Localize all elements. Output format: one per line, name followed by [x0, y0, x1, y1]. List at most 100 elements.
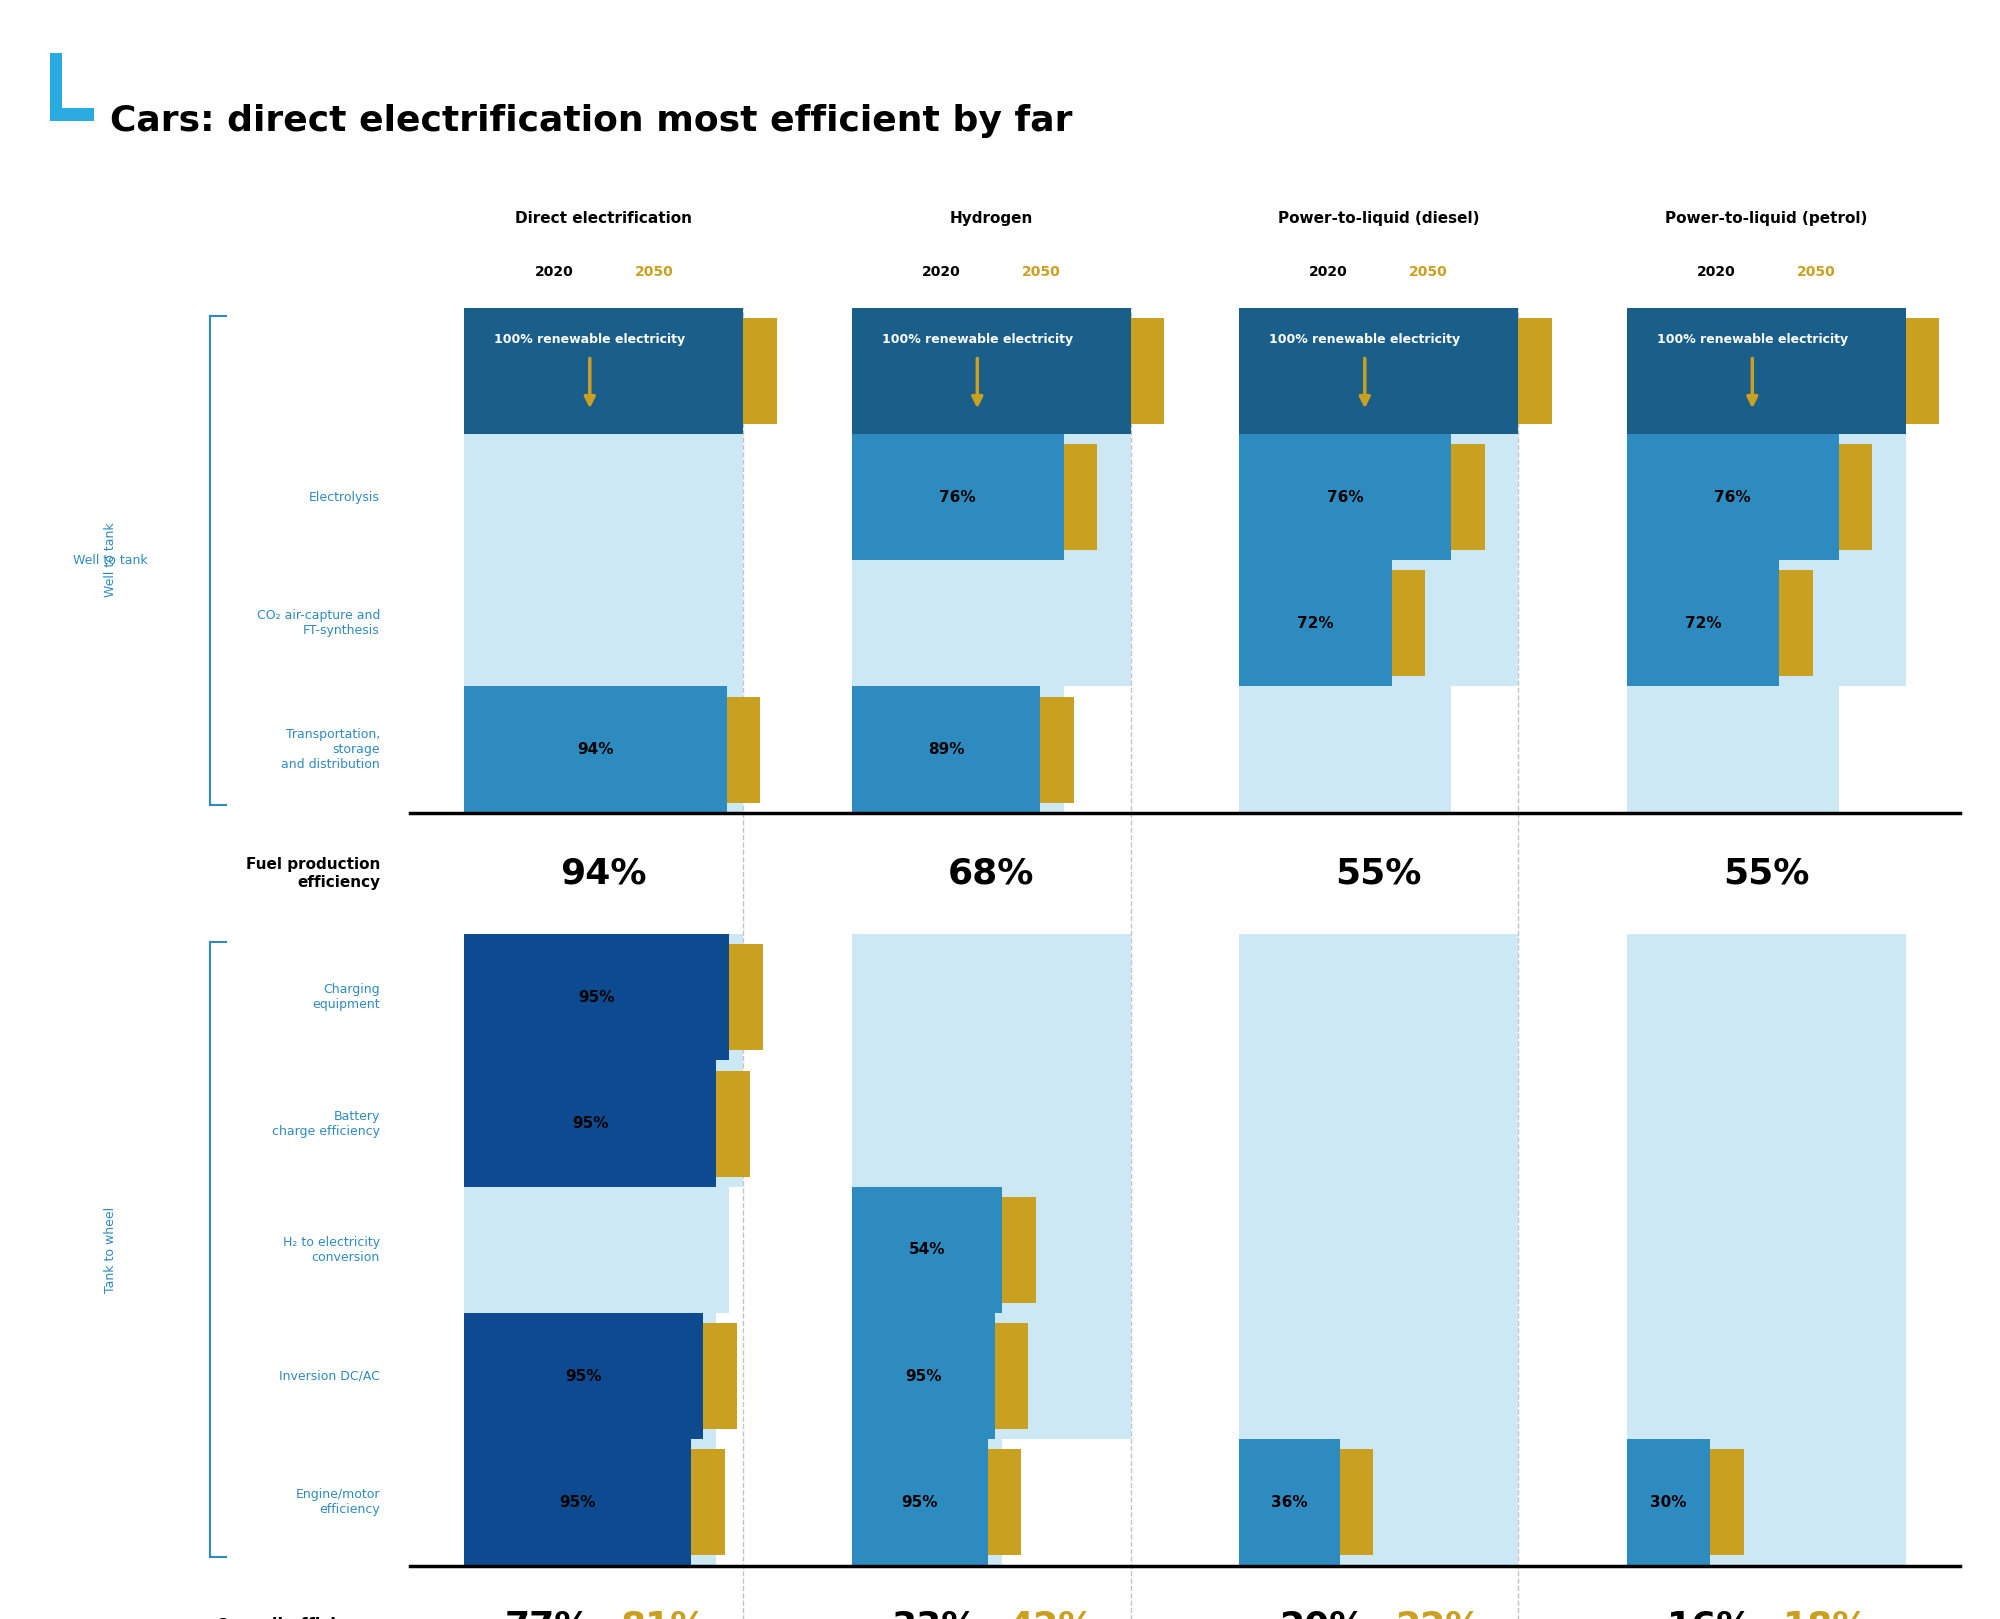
- Text: 30%: 30%: [1650, 1494, 1686, 1511]
- Text: 72%: 72%: [1298, 615, 1334, 631]
- Bar: [1392, 570, 1426, 677]
- Text: 89%: 89%: [928, 742, 964, 758]
- Text: Tank to wheel: Tank to wheel: [104, 1206, 116, 1294]
- Text: Direct electrification: Direct electrification: [516, 210, 692, 227]
- Text: 2050: 2050: [1022, 266, 1060, 278]
- Text: 95%: 95%: [572, 1115, 608, 1132]
- Bar: [1626, 560, 1906, 686]
- Bar: [1710, 1449, 1744, 1556]
- Text: 100% renewable electricity: 100% renewable electricity: [1270, 332, 1460, 346]
- Bar: [1240, 308, 1518, 434]
- Bar: [852, 1313, 1130, 1439]
- Text: 2050: 2050: [1796, 266, 1836, 278]
- Bar: [988, 1449, 1022, 1556]
- Text: 100% renewable electricity: 100% renewable electricity: [1656, 332, 1848, 346]
- Bar: [1240, 1439, 1518, 1566]
- Bar: [704, 1323, 736, 1430]
- Bar: [1002, 1196, 1036, 1303]
- Bar: [1240, 1313, 1518, 1439]
- Bar: [464, 1439, 716, 1566]
- Bar: [1240, 560, 1392, 686]
- Text: 54%: 54%: [908, 1242, 946, 1258]
- Bar: [852, 1187, 1130, 1313]
- Bar: [464, 1060, 744, 1187]
- Bar: [1240, 934, 1518, 1060]
- Bar: [1130, 317, 1164, 424]
- Bar: [1240, 1060, 1518, 1187]
- Bar: [1626, 434, 1838, 560]
- Bar: [1240, 434, 1452, 560]
- Text: Engine/motor
efficiency: Engine/motor efficiency: [296, 1488, 380, 1517]
- Bar: [692, 1449, 724, 1556]
- Bar: [1240, 434, 1518, 560]
- Text: 33%: 33%: [892, 1609, 978, 1619]
- Bar: [1626, 1439, 1906, 1566]
- Text: Overall efficiency: Overall efficiency: [216, 1617, 380, 1619]
- Bar: [1626, 308, 1906, 434]
- Text: 77%: 77%: [504, 1609, 590, 1619]
- Bar: [1626, 686, 1838, 813]
- Bar: [1452, 444, 1484, 550]
- Bar: [852, 1439, 1002, 1566]
- Text: 2020: 2020: [534, 266, 574, 278]
- Text: Inversion DC/AC: Inversion DC/AC: [280, 1370, 380, 1383]
- Text: 100% renewable electricity: 100% renewable electricity: [882, 332, 1072, 346]
- Bar: [464, 434, 744, 560]
- Text: 76%: 76%: [1714, 489, 1752, 505]
- Bar: [464, 934, 744, 1060]
- Text: Well to tank: Well to tank: [72, 554, 148, 567]
- Bar: [852, 1187, 1002, 1313]
- Text: Cars: direct electrification most efficient by far: Cars: direct electrification most effici…: [110, 104, 1072, 139]
- Text: 20%: 20%: [1280, 1609, 1366, 1619]
- Bar: [744, 317, 776, 424]
- Text: 95%: 95%: [566, 1368, 602, 1384]
- Text: 76%: 76%: [940, 489, 976, 505]
- Bar: [852, 686, 1040, 813]
- Bar: [852, 434, 1130, 560]
- Text: Hydrogen: Hydrogen: [950, 210, 1032, 227]
- Text: 55%: 55%: [1724, 856, 1810, 890]
- Text: 95%: 95%: [578, 989, 616, 1005]
- Text: 72%: 72%: [1684, 615, 1722, 631]
- Bar: [464, 1313, 716, 1439]
- Text: Electrolysis: Electrolysis: [310, 491, 380, 504]
- Bar: [1240, 1187, 1518, 1313]
- Bar: [1780, 570, 1812, 677]
- Text: 100% renewable electricity: 100% renewable electricity: [494, 332, 686, 346]
- Bar: [1040, 696, 1074, 803]
- Bar: [852, 308, 1130, 434]
- Text: Power-to-liquid (diesel): Power-to-liquid (diesel): [1278, 210, 1480, 227]
- Text: Fuel production
efficiency: Fuel production efficiency: [246, 856, 380, 890]
- Bar: [1240, 560, 1518, 686]
- Text: 36%: 36%: [1272, 1494, 1308, 1511]
- Bar: [464, 560, 744, 686]
- Bar: [1626, 1187, 1906, 1313]
- Bar: [464, 308, 744, 434]
- Text: 95%: 95%: [902, 1494, 938, 1511]
- Bar: [50, 108, 94, 121]
- Bar: [852, 560, 1130, 686]
- Bar: [50, 53, 62, 121]
- Bar: [464, 1439, 692, 1566]
- Text: H₂ to electricity
conversion: H₂ to electricity conversion: [282, 1235, 380, 1264]
- Bar: [1626, 1060, 1906, 1187]
- Bar: [464, 1187, 730, 1313]
- Bar: [852, 434, 1064, 560]
- Bar: [994, 1323, 1028, 1430]
- Bar: [716, 1070, 750, 1177]
- Bar: [1626, 1313, 1906, 1439]
- Text: 18%: 18%: [1784, 1609, 1870, 1619]
- Text: 2020: 2020: [1310, 266, 1348, 278]
- Bar: [1626, 1439, 1710, 1566]
- Text: 81%: 81%: [620, 1609, 706, 1619]
- Bar: [852, 1060, 1130, 1187]
- Bar: [1626, 434, 1906, 560]
- Bar: [1838, 444, 1872, 550]
- Bar: [852, 686, 1064, 813]
- Bar: [1240, 686, 1452, 813]
- Bar: [852, 1439, 988, 1566]
- Text: 2050: 2050: [1410, 266, 1448, 278]
- Text: Charging
equipment: Charging equipment: [312, 983, 380, 1012]
- Text: 95%: 95%: [906, 1368, 942, 1384]
- Text: 16%: 16%: [1668, 1609, 1754, 1619]
